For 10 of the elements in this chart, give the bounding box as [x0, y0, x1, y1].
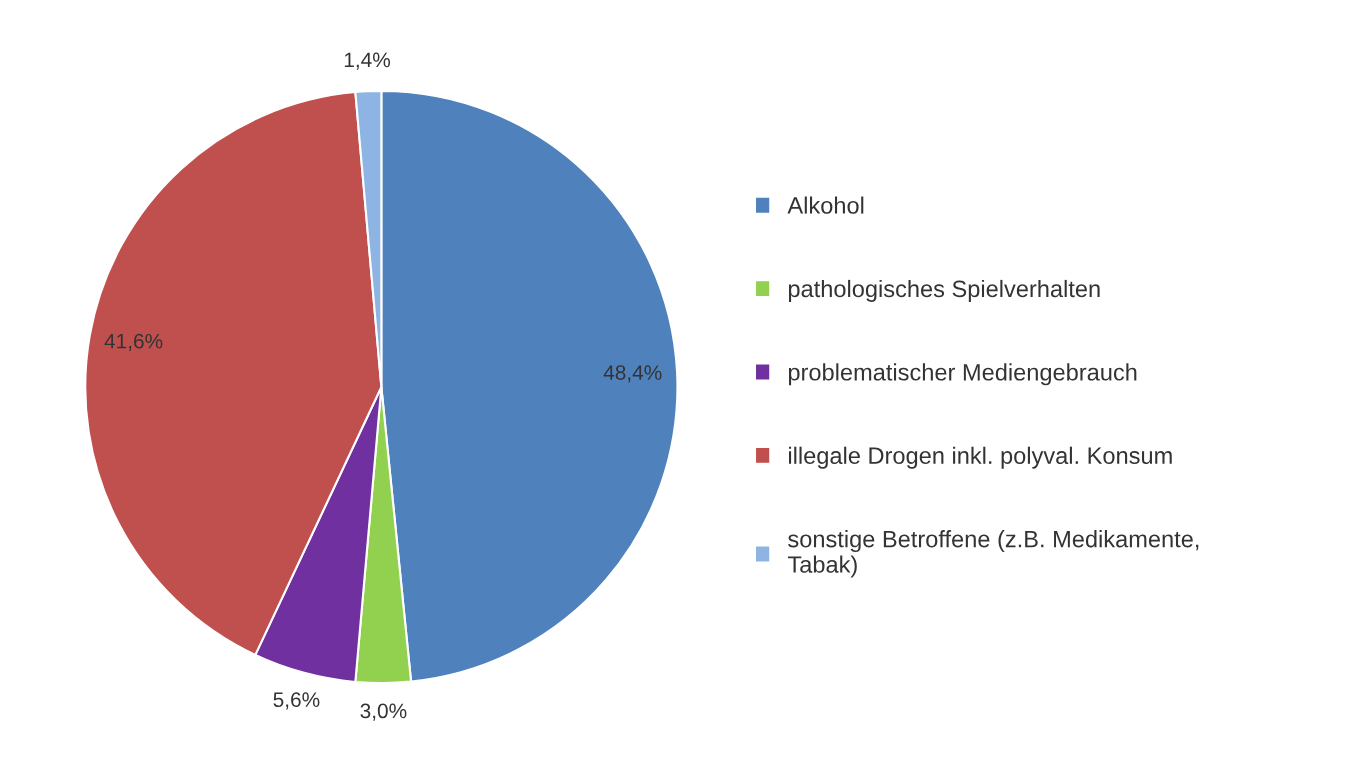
legend-label: pathologisches Spielverhalten — [788, 279, 1100, 302]
data-label: 1,4% — [344, 52, 391, 70]
legend-label: illegale Drogen inkl. polyval. Konsum — [789, 446, 1172, 469]
legend-label: problematischer Mediengebrauch — [788, 363, 1137, 386]
data-label: 41,6% — [104, 333, 163, 351]
data-label: 5,6% — [273, 692, 320, 710]
data-label: 3,0% — [360, 703, 407, 721]
data-label: 48,4% — [603, 365, 662, 383]
legend-label: Alkohol — [787, 196, 864, 214]
legend-label: sonstige Betroffene (z.B. Medikamente, Tabak) — [787, 530, 1199, 578]
